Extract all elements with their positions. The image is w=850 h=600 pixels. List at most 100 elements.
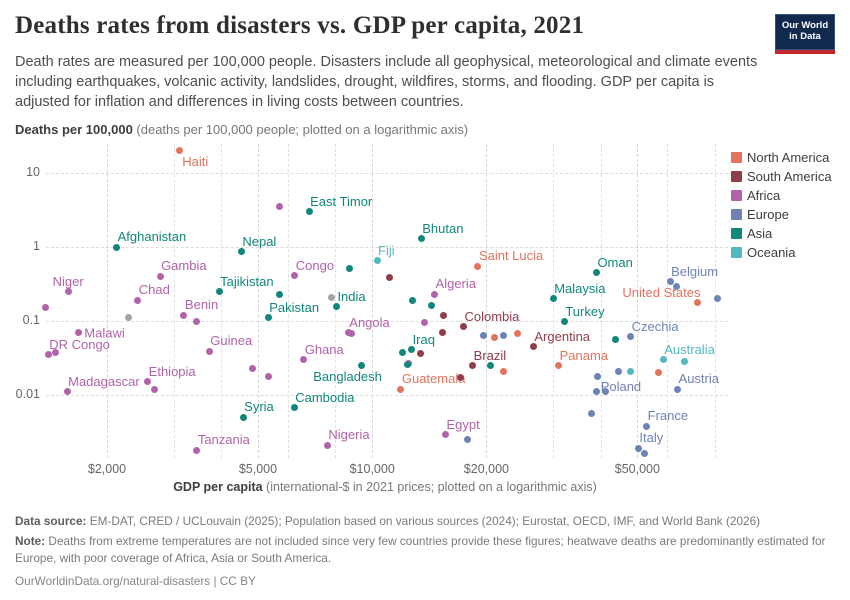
data-point[interactable] <box>463 436 471 444</box>
legend-item-south-america[interactable]: South America <box>731 167 832 186</box>
data-point-panama[interactable] <box>555 362 563 370</box>
data-point-haiti[interactable] <box>175 147 183 155</box>
data-point-india[interactable] <box>332 303 340 311</box>
owid-logo-red-bar <box>775 50 835 54</box>
country-label: United States <box>622 285 701 301</box>
data-point[interactable] <box>439 311 447 319</box>
data-point-austria[interactable] <box>674 385 682 393</box>
data-point[interactable] <box>398 348 406 356</box>
country-label: Egypt <box>446 416 480 432</box>
data-point[interactable] <box>602 387 610 395</box>
data-point[interactable] <box>125 313 133 321</box>
legend-item-oceania[interactable]: Oceania <box>731 243 832 262</box>
legend-swatch <box>731 209 742 220</box>
data-point-chad[interactable] <box>134 296 142 304</box>
data-point-congo[interactable] <box>291 272 299 280</box>
data-point[interactable] <box>672 283 680 291</box>
data-point[interactable] <box>500 331 508 339</box>
data-point-australia[interactable] <box>659 356 667 364</box>
data-point[interactable] <box>151 385 159 393</box>
data-point[interactable] <box>438 329 446 337</box>
data-point-bhutan[interactable] <box>417 235 425 243</box>
data-point[interactable] <box>193 317 201 325</box>
data-point-malawi[interactable] <box>74 329 82 337</box>
legend-item-north-america[interactable]: North America <box>731 148 832 167</box>
data-point[interactable] <box>416 350 424 358</box>
data-point[interactable] <box>714 295 722 303</box>
legend-item-europe[interactable]: Europe <box>731 205 832 224</box>
data-point[interactable] <box>42 304 50 312</box>
data-point-czechia[interactable] <box>627 333 635 341</box>
owid-link[interactable]: OurWorldinData.org/natural-disasters | C… <box>15 574 256 589</box>
data-point[interactable] <box>51 348 59 356</box>
data-point-cambodia[interactable] <box>290 404 298 412</box>
data-point-madagascar[interactable] <box>63 388 71 396</box>
data-point-malaysia[interactable] <box>549 295 557 303</box>
data-point[interactable] <box>264 372 272 380</box>
data-point-syria[interactable] <box>239 413 247 421</box>
data-point[interactable] <box>681 358 689 366</box>
data-point-colombia[interactable] <box>459 323 467 331</box>
legend-item-asia[interactable]: Asia <box>731 224 832 243</box>
data-point[interactable] <box>500 367 508 375</box>
data-point-afghanistan[interactable] <box>113 243 121 251</box>
data-point[interactable] <box>346 264 354 272</box>
data-point-ethiopia[interactable] <box>144 378 152 386</box>
data-point-egypt[interactable] <box>441 431 449 439</box>
data-point-pakistan[interactable] <box>264 314 272 322</box>
data-point-oman[interactable] <box>592 269 600 277</box>
data-point[interactable] <box>385 273 393 281</box>
data-point-poland[interactable] <box>594 372 602 380</box>
data-point-argentina[interactable] <box>529 343 537 351</box>
data-point-tanzania[interactable] <box>193 446 201 454</box>
data-point[interactable] <box>276 203 284 211</box>
data-point[interactable] <box>490 334 498 342</box>
data-point[interactable] <box>612 335 620 343</box>
data-point-tajikistan[interactable] <box>215 288 223 296</box>
data-point[interactable] <box>327 293 335 301</box>
data-point[interactable] <box>420 318 428 326</box>
data-point[interactable] <box>479 331 487 339</box>
country-label: Czechia <box>631 318 679 334</box>
data-point-dr-congo[interactable] <box>44 351 52 359</box>
data-point[interactable] <box>514 330 522 338</box>
data-point-guinea[interactable] <box>205 347 213 355</box>
data-point[interactable] <box>408 296 416 304</box>
data-point[interactable] <box>627 367 635 375</box>
data-point[interactable] <box>248 364 256 372</box>
data-point-bangladesh[interactable] <box>357 362 365 370</box>
data-point-united-states[interactable] <box>693 298 701 306</box>
country-label: Benin <box>184 297 219 313</box>
data-point[interactable] <box>655 369 663 377</box>
data-point-nepal[interactable] <box>237 248 245 256</box>
data-point-ghana[interactable] <box>300 356 308 364</box>
data-point[interactable] <box>588 409 596 417</box>
data-point-brazil[interactable] <box>469 362 477 370</box>
data-point[interactable] <box>640 450 648 458</box>
legend-swatch <box>731 171 742 182</box>
data-point[interactable] <box>593 388 601 396</box>
owid-logo[interactable]: Our World in Data <box>775 14 835 50</box>
data-point[interactable] <box>348 330 356 338</box>
data-point[interactable] <box>276 291 284 299</box>
data-point-guatemala[interactable] <box>397 385 405 393</box>
data-point-gambia[interactable] <box>156 272 164 280</box>
data-point-belgium[interactable] <box>666 278 674 286</box>
data-point-benin[interactable] <box>180 311 188 319</box>
legend-item-africa[interactable]: Africa <box>731 186 832 205</box>
data-point-iraq[interactable] <box>408 346 416 354</box>
data-point[interactable] <box>428 302 436 310</box>
data-point-algeria[interactable] <box>431 290 439 298</box>
data-point-turkey[interactable] <box>560 318 568 326</box>
data-point[interactable] <box>404 360 412 368</box>
data-point-france[interactable] <box>643 422 651 430</box>
data-point-nigeria[interactable] <box>323 441 331 449</box>
data-point-fiji[interactable] <box>373 257 381 265</box>
data-point-saint-lucia[interactable] <box>474 262 482 270</box>
data-point-east-timor[interactable] <box>305 208 313 216</box>
data-point[interactable] <box>615 367 623 375</box>
data-point[interactable] <box>486 362 494 370</box>
data-point-italy[interactable] <box>634 444 642 452</box>
data-point-niger[interactable] <box>64 288 72 296</box>
data-point[interactable] <box>457 374 465 382</box>
